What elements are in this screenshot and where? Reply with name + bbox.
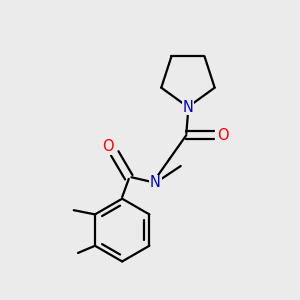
Text: O: O (102, 139, 114, 154)
Text: N: N (150, 176, 161, 190)
Text: O: O (217, 128, 229, 142)
Text: N: N (182, 100, 194, 115)
